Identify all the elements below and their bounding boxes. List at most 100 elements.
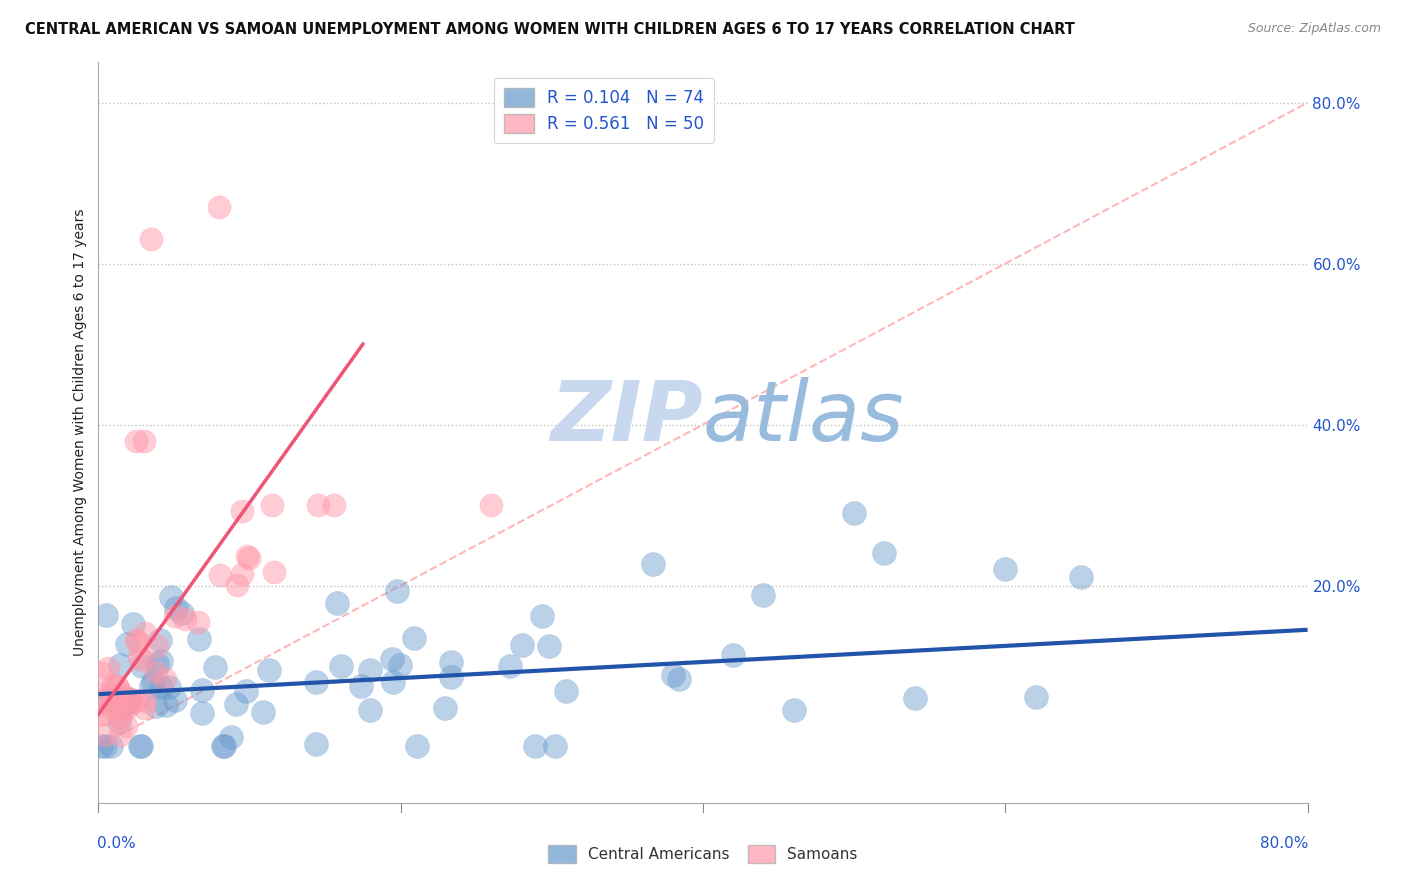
Point [132,434,155,448]
Point [127,693,149,707]
Point [187,615,209,629]
Point [145,698,167,713]
Point [115,637,138,651]
Point [134,626,156,640]
Point [141,232,163,246]
Point [211,739,233,753]
Point [204,659,226,673]
Point [117,696,139,710]
Point [538,640,561,654]
Point [531,609,554,624]
Point [381,652,404,666]
Point [142,675,165,690]
Point [104,700,127,714]
Point [163,693,186,707]
Point [262,498,284,512]
Point [90,688,112,702]
Point [111,688,134,702]
Point [114,690,136,705]
Point [94,706,117,721]
Point [110,710,132,724]
Point [108,714,131,729]
Point [752,588,775,602]
Point [150,654,173,668]
Point [98,699,121,714]
Point [481,498,503,512]
Point [157,680,180,694]
Point [149,632,172,647]
Point [118,692,141,706]
Point [231,504,253,518]
Point [94,728,117,742]
Point [146,657,169,671]
Point [994,562,1017,576]
Point [131,653,153,667]
Point [107,681,129,695]
Point [661,668,683,682]
Point [388,658,411,673]
Point [214,739,236,753]
Point [252,705,274,719]
Point [225,697,247,711]
Point [125,434,148,448]
Text: 80.0%: 80.0% [1260,836,1309,851]
Point [101,677,124,691]
Point [155,698,177,712]
Point [259,663,281,677]
Point [127,635,149,649]
Text: ZIP: ZIP [550,377,703,458]
Point [402,631,425,645]
Point [132,701,155,715]
Point [263,566,285,580]
Text: CENTRAL AMERICAN VS SAMOAN UNEMPLOYMENT AMONG WOMEN WITH CHILDREN AGES 6 TO 17 Y: CENTRAL AMERICAN VS SAMOAN UNEMPLOYMENT … [25,22,1076,37]
Point [498,659,520,673]
Point [111,699,134,714]
Point [359,663,381,677]
Point [305,737,328,751]
Point [555,684,578,698]
Point [108,728,131,742]
Point [524,739,547,753]
Point [326,597,349,611]
Point [235,683,257,698]
Point [844,506,866,520]
Point [191,682,214,697]
Point [139,679,162,693]
Point [305,674,328,689]
Point [94,607,117,622]
Point [115,701,138,715]
Point [330,659,353,673]
Text: 0.0%: 0.0% [97,836,136,851]
Point [439,655,461,669]
Point [97,661,120,675]
Point [1070,570,1092,584]
Point [208,200,231,214]
Point [110,710,132,724]
Point [1024,690,1046,705]
Point [153,672,176,686]
Point [128,649,150,664]
Point [101,692,124,706]
Point [323,498,346,512]
Point [219,730,242,744]
Point [226,578,249,592]
Legend: Central Americans, Samoans: Central Americans, Samoans [543,839,863,869]
Point [190,706,212,720]
Point [145,665,167,680]
Point [146,639,169,653]
Point [510,638,533,652]
Point [170,606,193,620]
Point [350,679,373,693]
Point [134,694,156,708]
Point [433,701,456,715]
Point [90,707,112,722]
Point [165,601,187,615]
Point [231,566,253,581]
Point [405,739,427,753]
Point [873,546,896,560]
Point [93,694,115,708]
Point [163,609,186,624]
Text: atlas: atlas [703,377,904,458]
Point [125,632,148,647]
Point [108,657,131,672]
